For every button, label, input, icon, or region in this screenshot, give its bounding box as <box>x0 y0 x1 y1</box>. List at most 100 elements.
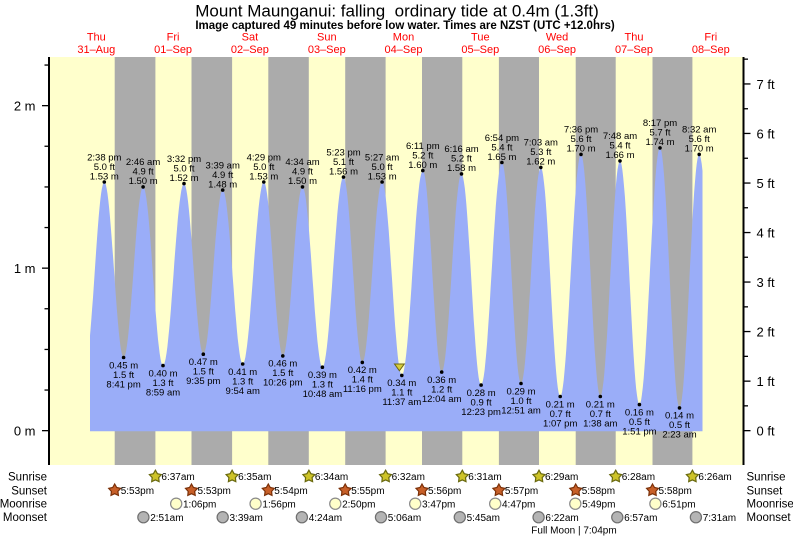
svg-text:5.6 ft: 5.6 ft <box>689 134 710 145</box>
svg-text:02–Sep: 02–Sep <box>231 44 269 56</box>
svg-text:2 ft: 2 ft <box>757 325 775 340</box>
svg-text:0.7 ft: 0.7 ft <box>590 409 611 420</box>
svg-text:1:07 pm: 1:07 pm <box>543 418 577 429</box>
svg-text:5 ft: 5 ft <box>757 176 775 191</box>
svg-text:0.5 ft: 0.5 ft <box>669 420 690 431</box>
svg-text:5.2 ft: 5.2 ft <box>451 154 472 165</box>
svg-text:0.40 m: 0.40 m <box>148 368 177 379</box>
svg-text:4:29 pm: 4:29 pm <box>247 152 281 163</box>
svg-text:Thu: Thu <box>87 32 106 44</box>
svg-text:03–Sep: 03–Sep <box>308 44 346 56</box>
svg-text:Moonset: Moonset <box>747 512 792 524</box>
svg-text:3:39am: 3:39am <box>230 513 263 524</box>
svg-text:08–Sep: 08–Sep <box>692 44 730 56</box>
svg-text:6:16 am: 6:16 am <box>444 144 478 155</box>
svg-text:5.2 ft: 5.2 ft <box>412 150 433 161</box>
svg-text:1.3 ft: 1.3 ft <box>312 380 333 391</box>
svg-text:5:56pm: 5:56pm <box>428 486 461 497</box>
svg-text:6:22am: 6:22am <box>545 513 578 524</box>
svg-text:6:57am: 6:57am <box>624 513 657 524</box>
svg-text:1.53 m: 1.53 m <box>90 171 119 182</box>
svg-text:1.60 m: 1.60 m <box>408 160 437 171</box>
svg-text:0.39 m: 0.39 m <box>308 370 337 381</box>
svg-text:8:32 am: 8:32 am <box>682 125 716 136</box>
svg-text:10:26 pm: 10:26 pm <box>263 378 303 389</box>
svg-text:Tue: Tue <box>471 32 490 44</box>
svg-text:1.66 m: 1.66 m <box>605 150 634 161</box>
svg-text:6:26am: 6:26am <box>698 472 731 483</box>
svg-text:6:32am: 6:32am <box>392 472 425 483</box>
svg-text:5.0 ft: 5.0 ft <box>253 162 274 173</box>
svg-text:1.65 m: 1.65 m <box>487 152 516 163</box>
svg-text:9:35 pm: 9:35 pm <box>186 376 220 387</box>
svg-text:1.56 m: 1.56 m <box>329 166 358 177</box>
svg-text:5.7 ft: 5.7 ft <box>649 128 670 139</box>
svg-text:Image captured 49 minutes befo: Image captured 49 minutes before low wat… <box>195 20 615 32</box>
svg-text:0.46 m: 0.46 m <box>268 359 297 370</box>
svg-text:1.0 ft: 1.0 ft <box>510 396 531 407</box>
svg-text:5:06am: 5:06am <box>388 513 421 524</box>
svg-text:4.9 ft: 4.9 ft <box>133 167 154 178</box>
svg-text:0.9 ft: 0.9 ft <box>471 397 492 408</box>
svg-text:0.34 m: 0.34 m <box>387 378 416 389</box>
svg-text:0.41 m: 0.41 m <box>228 367 257 378</box>
svg-text:3:39 am: 3:39 am <box>206 160 240 171</box>
svg-text:1:38 am: 1:38 am <box>583 418 617 429</box>
svg-text:1.53 m: 1.53 m <box>249 171 278 182</box>
svg-text:07–Sep: 07–Sep <box>615 44 653 56</box>
svg-text:Moonset: Moonset <box>3 512 48 524</box>
svg-text:1.2 ft: 1.2 ft <box>431 384 452 395</box>
svg-text:1.50 m: 1.50 m <box>129 176 158 187</box>
svg-text:5.0 ft: 5.0 ft <box>372 162 393 173</box>
svg-text:0.21 m: 0.21 m <box>586 399 615 410</box>
svg-text:Sunrise: Sunrise <box>747 472 786 484</box>
svg-text:5:23 pm: 5:23 pm <box>326 147 360 158</box>
svg-text:4:34 am: 4:34 am <box>285 157 319 168</box>
svg-text:Fri: Fri <box>167 32 180 44</box>
svg-text:6:51pm: 6:51pm <box>662 499 695 510</box>
svg-text:11:37 am: 11:37 am <box>382 397 421 408</box>
svg-text:0.16 m: 0.16 m <box>625 407 654 418</box>
svg-text:12:51 am: 12:51 am <box>501 405 541 416</box>
svg-text:1.58 m: 1.58 m <box>447 163 476 174</box>
svg-text:5:49pm: 5:49pm <box>582 499 615 510</box>
svg-text:0.45 m: 0.45 m <box>109 360 138 371</box>
svg-text:1.70 m: 1.70 m <box>566 144 595 155</box>
svg-text:1.3 ft: 1.3 ft <box>152 378 173 389</box>
svg-text:4 ft: 4 ft <box>757 226 775 241</box>
svg-text:6 ft: 6 ft <box>757 126 775 141</box>
svg-text:6:31am: 6:31am <box>468 472 501 483</box>
svg-text:5:57pm: 5:57pm <box>505 486 538 497</box>
svg-text:5:53pm: 5:53pm <box>198 486 231 497</box>
svg-text:0.36 m: 0.36 m <box>427 375 456 386</box>
svg-text:5.6 ft: 5.6 ft <box>570 134 591 145</box>
svg-text:01–Sep: 01–Sep <box>154 44 192 56</box>
svg-text:Sunrise: Sunrise <box>8 472 47 484</box>
svg-text:7:36 pm: 7:36 pm <box>564 125 598 136</box>
svg-text:1.53 m: 1.53 m <box>368 171 397 182</box>
svg-text:2:23 am: 2:23 am <box>662 430 696 441</box>
svg-text:2:46 am: 2:46 am <box>126 157 160 168</box>
svg-text:1:51 pm: 1:51 pm <box>622 426 656 437</box>
svg-text:5.4 ft: 5.4 ft <box>491 142 512 153</box>
svg-text:0.7 ft: 0.7 ft <box>550 409 571 420</box>
svg-text:Moonrise: Moonrise <box>747 499 793 511</box>
svg-text:6:54 pm: 6:54 pm <box>485 133 519 144</box>
svg-text:2:51am: 2:51am <box>150 513 183 524</box>
svg-text:12:23 pm: 12:23 pm <box>461 407 501 418</box>
svg-text:5:58pm: 5:58pm <box>659 486 692 497</box>
svg-text:0 ft: 0 ft <box>757 424 775 439</box>
svg-text:1 ft: 1 ft <box>757 374 775 389</box>
svg-text:5.4 ft: 5.4 ft <box>609 141 630 152</box>
svg-text:8:17 pm: 8:17 pm <box>643 118 677 129</box>
svg-text:0.42 m: 0.42 m <box>348 365 377 376</box>
svg-text:1 m: 1 m <box>14 261 36 276</box>
svg-text:Sat: Sat <box>242 32 259 44</box>
svg-text:06–Sep: 06–Sep <box>538 44 576 56</box>
svg-text:5:27 am: 5:27 am <box>365 152 399 163</box>
svg-text:Mount Maunganui: falling ordi: Mount Maunganui: falling ordinary tide a… <box>195 1 599 20</box>
svg-text:5.1 ft: 5.1 ft <box>333 157 354 168</box>
svg-text:4.9 ft: 4.9 ft <box>292 167 313 178</box>
svg-text:1.62 m: 1.62 m <box>526 157 555 168</box>
svg-text:1.5 ft: 1.5 ft <box>113 370 134 381</box>
